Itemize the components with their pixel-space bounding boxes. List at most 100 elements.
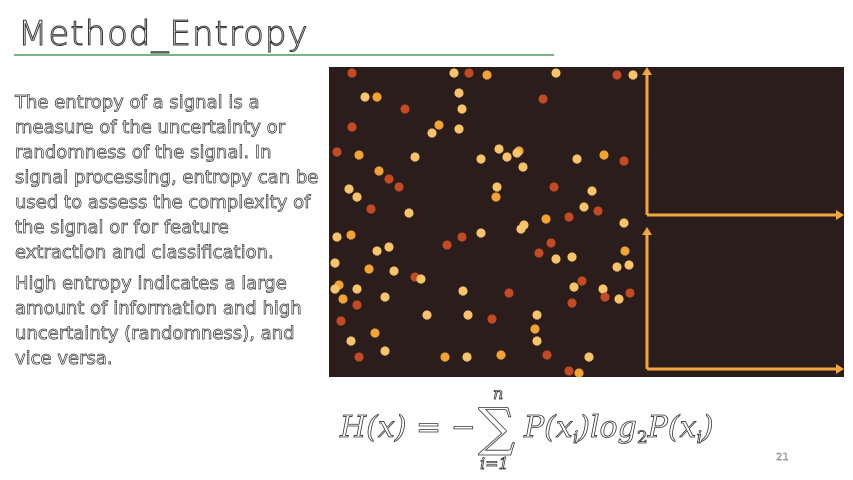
random-dot [567, 252, 577, 262]
random-dot [347, 68, 357, 78]
random-dot [352, 284, 362, 294]
arrow-head-bottom-y [642, 227, 652, 235]
arrow-head-top-x [836, 210, 844, 220]
random-dot [366, 204, 376, 214]
formula-log: )log [577, 410, 637, 445]
random-dot [491, 192, 501, 202]
random-dot [551, 68, 561, 78]
random-dot [541, 214, 551, 224]
random-dot [599, 150, 609, 160]
random-dot [496, 350, 506, 360]
random-dot [434, 120, 444, 130]
random-dot [380, 346, 390, 356]
random-dot [346, 230, 356, 240]
random-dot [612, 70, 622, 80]
body-text: The entropy of a signal is a measure of … [15, 90, 320, 377]
random-dot [620, 246, 630, 256]
formula-log-base: 2 [637, 428, 648, 448]
random-dot [354, 352, 364, 362]
random-dot [624, 260, 634, 270]
random-dot [625, 288, 635, 298]
random-dot [492, 182, 502, 192]
random-dot [546, 238, 556, 248]
random-dot [614, 294, 624, 304]
random-dot [464, 68, 474, 78]
random-dot [352, 300, 362, 310]
random-dot [530, 324, 540, 334]
formula-prob-sub: i [573, 428, 578, 448]
random-dot [564, 366, 574, 376]
entropy-formula: H(x) = − n ∑ i=1 P(xi)log2P(xi) [339, 385, 714, 473]
random-dot [551, 254, 561, 264]
random-dot [587, 186, 597, 196]
random-dot [542, 350, 552, 360]
random-dot [619, 156, 629, 166]
random-dot [372, 92, 382, 102]
arrow-head-bottom-x [836, 364, 844, 374]
entropy-illustration [329, 67, 844, 377]
random-dot [442, 240, 452, 250]
random-dot [487, 314, 497, 324]
random-dot [458, 286, 468, 296]
random-dot [374, 166, 384, 176]
random-dot [593, 206, 603, 216]
random-dot [512, 148, 522, 158]
random-dot [482, 70, 492, 80]
slide-title: Method_Entropy [18, 14, 309, 55]
random-dot [360, 92, 370, 102]
random-dot [584, 352, 594, 362]
random-dot [494, 144, 504, 154]
random-dot [574, 368, 584, 377]
random-dot [577, 276, 587, 286]
random-dot [564, 212, 574, 222]
random-dot [354, 150, 364, 160]
random-dot [538, 94, 548, 104]
random-dot [449, 68, 459, 78]
random-dot [504, 288, 514, 298]
formula-prob-2: P(x [647, 410, 697, 445]
title-underline [14, 54, 554, 56]
random-dot [549, 182, 559, 192]
random-dot [598, 284, 608, 294]
random-dot [612, 262, 622, 272]
sum-symbol: ∑ [478, 398, 515, 458]
random-dot [463, 310, 473, 320]
arrow-head-top-y [642, 67, 652, 75]
random-dot [422, 310, 432, 320]
random-dot [600, 292, 610, 302]
random-dot [380, 292, 390, 302]
svg-text:P(xi)log2P(xi): P(xi)log2P(xi) [523, 410, 714, 448]
random-dot [346, 336, 356, 346]
random-dot [440, 352, 450, 362]
formula-lhs: H(x) = − [339, 410, 476, 445]
random-dot [457, 232, 467, 242]
random-dot [534, 248, 544, 258]
random-dot [332, 147, 342, 157]
random-dot [532, 336, 542, 346]
random-dot [404, 208, 414, 218]
random-dot [332, 232, 342, 242]
random-dot [628, 70, 638, 80]
random-dot [619, 218, 629, 228]
random-dot [384, 174, 394, 184]
random-dot [516, 224, 526, 234]
random-dot [394, 182, 404, 192]
random-dot [518, 162, 528, 172]
random-dot [344, 184, 354, 194]
random-dot [400, 104, 410, 114]
random-dot [572, 154, 582, 164]
random-dot [330, 258, 340, 268]
random-dot [476, 154, 486, 164]
page-number: 21 [776, 452, 789, 463]
random-dot [427, 128, 437, 138]
figure-background [329, 67, 844, 377]
random-dot [372, 246, 382, 256]
random-dot [352, 192, 362, 202]
random-dot [476, 228, 486, 238]
low-entropy-axes-bottom [642, 227, 844, 374]
random-dot [330, 284, 340, 294]
random-dot [462, 352, 472, 362]
random-dot [347, 122, 357, 132]
random-dot [364, 264, 374, 274]
formula-prob: P(x [523, 410, 573, 445]
